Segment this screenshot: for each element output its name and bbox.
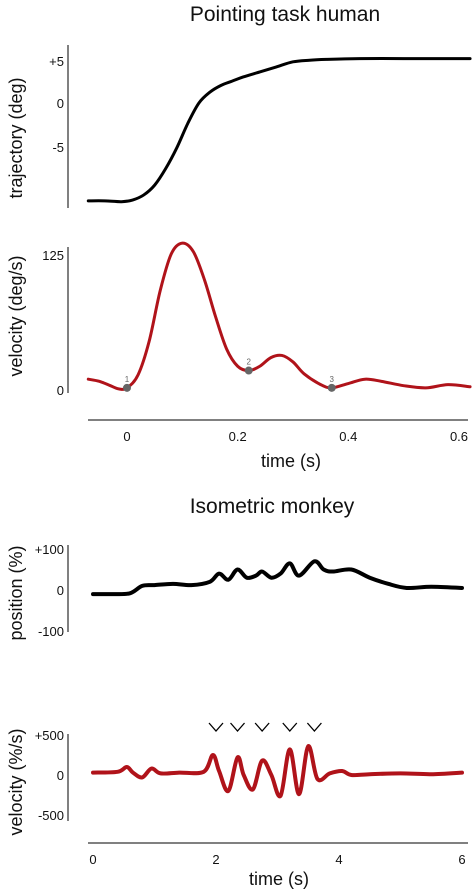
y-tick-label-3-1: 0 xyxy=(57,768,64,783)
x-tick-label-3-0: 0 xyxy=(89,852,96,867)
y-tick-label-3-2: -500 xyxy=(38,808,64,823)
title-pointing-task: Pointing task human xyxy=(190,3,380,26)
x-tick-label-3-2: 4 xyxy=(335,852,342,867)
y-tick-label-2-2: -100 xyxy=(38,624,64,639)
event-marker-1 xyxy=(123,383,131,392)
peak-chevron-5 xyxy=(306,722,322,732)
event-marker-3 xyxy=(327,383,336,392)
x-tick-label-1-0: 0 xyxy=(123,429,130,444)
ylabel-trajectory: trajectory (deg) xyxy=(6,77,26,198)
x-tick-label-1-2: 0.4 xyxy=(339,429,357,444)
event-marker-label-2: 2 xyxy=(247,358,252,367)
y-tick-label-0-1: 0 xyxy=(57,96,64,111)
y-tick-label-2-1: 0 xyxy=(57,583,64,598)
event-marker-2 xyxy=(244,366,253,375)
y-tick-label-3-0: +500 xyxy=(35,728,64,743)
series-line-3 xyxy=(91,744,464,799)
x-tick-label-1-3: 0.6 xyxy=(450,429,468,444)
y-tick-label-2-0: +100 xyxy=(35,542,64,557)
y-tick-label-0-0: +5 xyxy=(49,54,64,69)
peak-chevron-1 xyxy=(208,722,224,732)
series-line-2 xyxy=(91,559,464,597)
series-line-1 xyxy=(86,241,472,391)
ylabel-velocity-percent: velocity (%/s) xyxy=(6,728,26,835)
x-tick-label-3-1: 2 xyxy=(212,852,219,867)
peak-chevron-4 xyxy=(282,722,298,732)
x-tick-label-1-1: 0.2 xyxy=(229,429,247,444)
y-tick-label-0-2: -5 xyxy=(52,140,64,155)
title-isometric-monkey: Isometric monkey xyxy=(190,495,355,518)
y-tick-label-1-1: 0 xyxy=(57,383,64,398)
peak-chevron-2 xyxy=(230,722,246,732)
peak-chevron-3 xyxy=(254,722,270,732)
x-tick-label-3-3: 6 xyxy=(458,852,465,867)
xlabel-time-top: time (s) xyxy=(261,451,321,471)
series-line-0 xyxy=(86,57,472,204)
ylabel-position: position (%) xyxy=(6,545,26,640)
y-tick-label-1-0: 125 xyxy=(42,248,64,263)
event-marker-label-3: 3 xyxy=(330,375,335,384)
ylabel-velocity-deg: velocity (deg/s) xyxy=(6,255,26,376)
xlabel-time-bottom: time (s) xyxy=(249,869,309,889)
event-marker-label-1: 1 xyxy=(125,375,130,384)
